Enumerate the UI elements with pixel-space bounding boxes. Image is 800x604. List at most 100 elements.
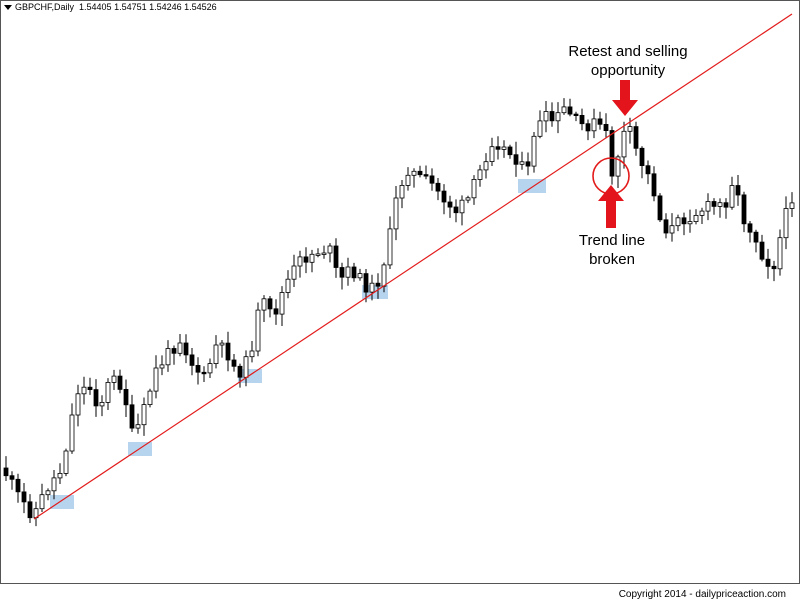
candle [369,282,375,293]
candle [771,265,777,270]
copyright-text: Copyright 2014 - dailypriceaction.com [618,589,786,600]
candle [615,156,621,177]
candle [57,472,63,479]
candle [705,201,711,212]
candle [447,201,453,208]
candle [351,266,357,279]
candle [147,390,153,406]
candle [69,414,75,452]
candle [177,342,183,354]
candle [63,450,69,474]
candle [777,237,783,270]
candle [357,273,363,279]
candle [213,344,219,365]
candle [753,231,759,243]
candle [285,278,291,293]
candle [765,258,771,267]
candle [549,111,555,122]
candle [309,253,315,263]
candle [333,245,339,268]
candle [735,185,741,196]
candle [273,308,279,315]
candle [363,273,369,293]
candle [603,124,609,132]
candle [99,401,105,407]
candle [243,356,249,378]
candle [537,120,543,137]
candle [75,393,81,416]
candle [183,342,189,356]
candle [651,173,657,197]
candle [675,217,681,227]
break-annotation: Trend line broken [566,231,658,269]
candle [255,309,261,352]
candle [345,266,351,278]
candle [153,367,159,392]
trend-line [33,13,793,520]
symbol-label: GBPCHF,Daily [15,2,75,12]
candle [495,146,501,150]
candle [513,154,519,165]
break-line-2: broken [589,251,635,268]
candle [135,424,141,429]
candle [723,202,729,208]
candle [225,342,231,361]
candle [237,365,243,378]
candle [747,223,753,233]
candle [609,130,615,177]
retest-line-2: opportunity [590,62,666,79]
candle [207,363,213,374]
candle [789,202,795,209]
candle [123,388,129,406]
candle [717,202,723,207]
candle [435,182,441,192]
candle [645,165,651,175]
candle [531,135,537,167]
candle [681,217,687,225]
candle [189,354,195,366]
candle [261,298,267,311]
candle [9,475,15,480]
candle [639,147,645,167]
candle [621,130,627,158]
candle [339,267,345,278]
candle [627,126,633,132]
candle [759,241,765,260]
candle [711,201,717,207]
candle [375,282,381,287]
candle [525,161,531,167]
candle [393,197,399,230]
candle [327,245,333,254]
candle [591,118,597,132]
candle [411,170,417,176]
candle [321,252,327,255]
candle [483,161,489,171]
candle [291,265,297,280]
candle [303,256,309,263]
candle [39,494,45,510]
candle [555,112,561,122]
candle [81,386,87,395]
candle [567,106,573,115]
up-arrow-icon [598,185,624,228]
candle [693,214,699,222]
candle [417,170,423,176]
candle [21,491,27,503]
candle [45,490,51,496]
candle [687,221,693,225]
candle [51,477,57,492]
candle [477,169,483,180]
candle [195,364,201,373]
candle [699,210,705,216]
candle [387,228,393,266]
candle [585,123,591,132]
candle [783,208,789,239]
candle [729,185,735,208]
candle [3,467,9,477]
retest-line-1: Retest and selling [568,43,688,60]
candle [117,375,123,390]
candle [501,146,507,150]
candle [297,256,303,267]
candle [441,190,447,203]
